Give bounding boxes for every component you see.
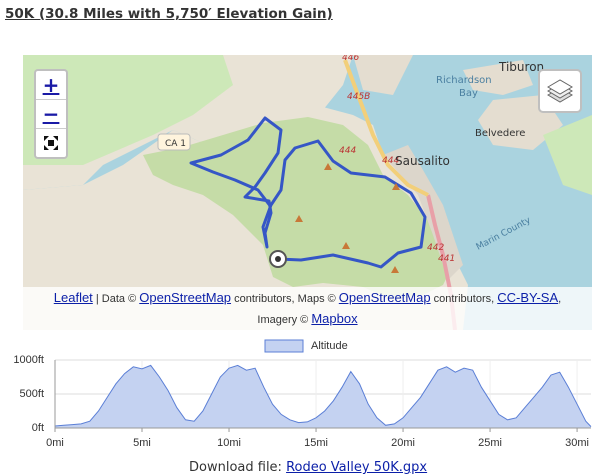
x-tick-label: 30mi (565, 437, 589, 449)
map-label: 444 (339, 146, 356, 156)
zoom-out[interactable]: − (36, 100, 66, 129)
y-tick-label: 1000ft (13, 354, 44, 366)
x-tick-label: 10mi (217, 437, 241, 449)
y-tick-label: 500ft (20, 388, 44, 400)
layers-icon (547, 79, 573, 103)
page-title: 50K (30.8 Miles with 5,750′ Elevation Ga… (5, 6, 333, 22)
attribution-text: , (558, 293, 562, 305)
map-tiles: 446 445B 444 444 Sausalito Richardson Ba… (23, 55, 592, 330)
attribution-text: Imagery © (257, 314, 312, 326)
attribution-text: contributors, (430, 293, 498, 305)
map-label: 444 (382, 156, 399, 166)
fullscreen-icon (44, 136, 58, 150)
attribution-text: | Data © (92, 293, 140, 305)
map-label: Sausalito (395, 154, 450, 168)
y-tick-label: 0ft (32, 422, 44, 434)
map-label: 441 (438, 254, 455, 264)
layers-control[interactable] (538, 69, 582, 113)
map-label: CA 1 (165, 139, 186, 149)
map-label: 445B (347, 92, 370, 102)
map-label: 442 (427, 243, 444, 253)
attribution: Leaflet | Data © OpenStreetMap contribut… (23, 287, 592, 330)
attribution-link[interactable]: OpenStreetMap (338, 290, 431, 305)
legend-swatch (264, 339, 304, 353)
x-tick-label: 20mi (391, 437, 415, 449)
x-tick-label: 25mi (478, 437, 502, 449)
zoom-control: + − (34, 69, 68, 159)
altitude-chart: Altitude 0ft 500ft 1000ft 0mi 5mi 10mi 15mi 20mi… (13, 339, 592, 449)
attribution-link[interactable]: Leaflet (53, 290, 93, 305)
x-tick-label: 5mi (133, 437, 151, 449)
x-tick-label: 0mi (46, 437, 64, 449)
zoom-in[interactable]: + (36, 71, 66, 100)
map-label: Bay (459, 88, 478, 99)
area (55, 365, 591, 428)
x-tick-label: 15mi (304, 437, 328, 449)
download: Download file: Rodeo Valley 50K.gpx (189, 460, 427, 475)
map-label: Belvedere (475, 128, 525, 139)
download-label: Download file: (189, 460, 287, 475)
map-label: Tiburon (498, 60, 544, 74)
attribution-link[interactable]: Mapbox (311, 311, 358, 326)
map-label: 446 (342, 55, 359, 63)
download-link[interactable]: Rodeo Valley 50K.gpx (286, 460, 428, 475)
map[interactable]: 446 445B 444 444 Sausalito Richardson Ba… (23, 55, 592, 330)
legend-label: Altitude (311, 340, 348, 352)
line (54, 364, 592, 427)
attribution-link[interactable]: OpenStreetMap (139, 290, 232, 305)
fullscreen[interactable] (36, 129, 66, 157)
attribution-text: contributors, Maps © (231, 293, 339, 305)
attribution-link[interactable]: CC-BY-SA (497, 290, 559, 305)
map-label: Richardson (436, 75, 492, 86)
